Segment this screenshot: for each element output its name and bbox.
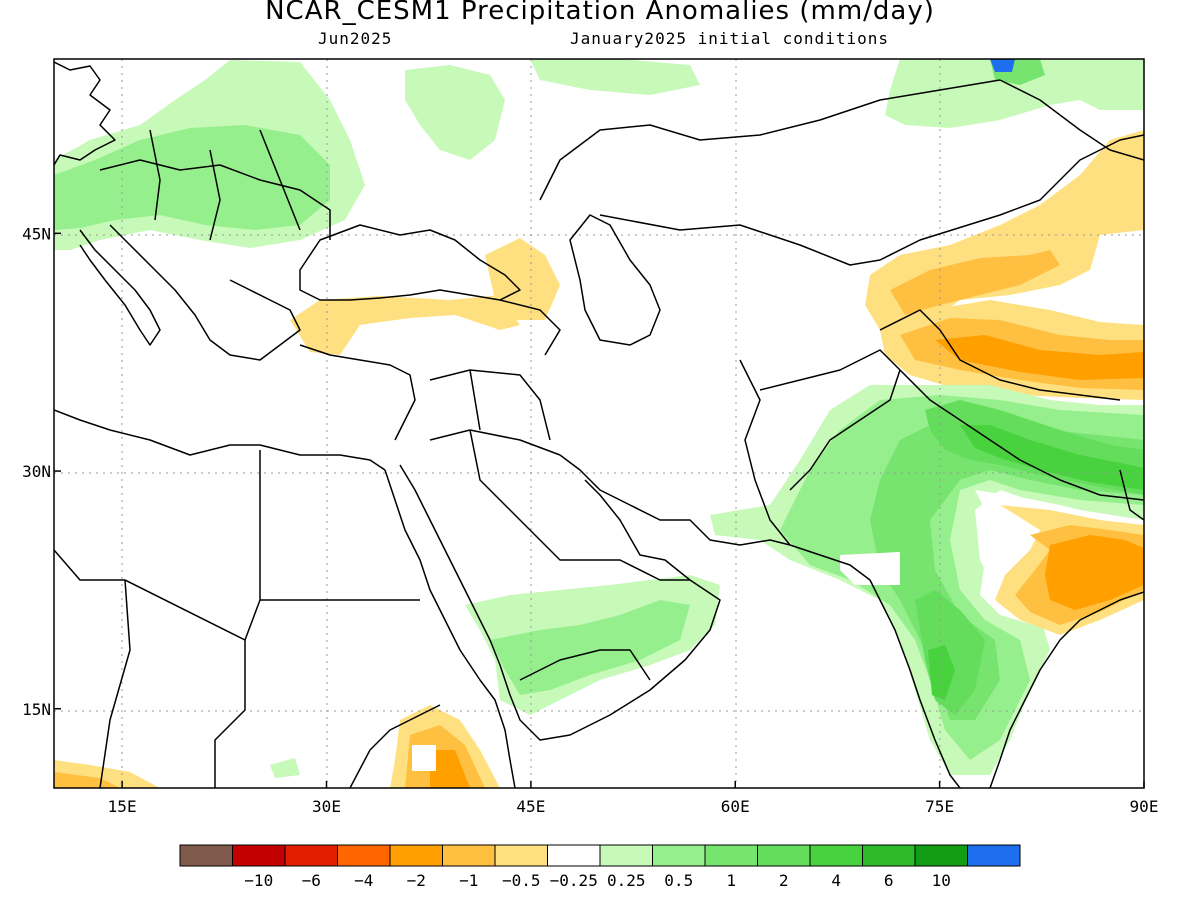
colorbar-swatch <box>809 844 863 867</box>
colorbar-swatch <box>547 844 601 867</box>
colorbar-label: −1 <box>459 871 478 890</box>
colorbar-label: 0.25 <box>607 871 646 890</box>
border-saudi <box>429 429 690 581</box>
border-kazakh <box>599 134 1144 266</box>
anomaly-region-tibet-dry-strong <box>935 335 1144 380</box>
colorbar-label: 10 <box>932 871 951 890</box>
colorbar-label: 0.5 <box>664 871 693 890</box>
anomaly-region-southasia-wet-mid <box>780 395 1144 760</box>
anomaly-region-north-wet <box>530 59 700 95</box>
y-axis-ticks: 45N 30N 15N <box>22 224 61 719</box>
x-tick-label: 75E <box>925 797 954 816</box>
anomaly-region-ethiopia-dry-core <box>430 750 470 788</box>
colorbar-label: 1 <box>726 871 736 890</box>
border-russia-kaz <box>539 79 1001 201</box>
coastline-caspian <box>569 214 661 346</box>
coastline-persian-gulf <box>559 454 791 546</box>
colorbar-swatch <box>652 844 706 867</box>
anomaly-gap-ethiopia <box>412 745 436 771</box>
chart-title: NCAR_CESM1 Precipitation Anomalies (mm/d… <box>265 0 935 26</box>
init-conditions: January2025 initial conditions <box>570 29 889 48</box>
anomaly-region-europe-wet-core <box>54 125 330 230</box>
colorbar-label: −10 <box>244 871 273 890</box>
colorbar-swatch <box>337 844 391 867</box>
coastline-africa-north <box>54 409 386 471</box>
colorbar-swatch <box>914 844 968 867</box>
colorbar-label: 6 <box>884 871 894 890</box>
border-turkey-east <box>499 299 561 356</box>
coastline-india-west <box>789 544 961 788</box>
colorbar-swatch <box>389 844 443 867</box>
colorbar-swatch <box>704 844 758 867</box>
border-china-mongolia <box>999 79 1144 161</box>
anomaly-region-arabia-wet-core <box>490 600 690 695</box>
anomaly-region-tienshan-dry-core <box>890 250 1060 315</box>
colorbar-label: 4 <box>831 871 841 890</box>
anomaly-region-bengal-dry-core <box>1045 535 1144 610</box>
colorbar-swatch <box>442 844 496 867</box>
colorbar-swatch <box>284 844 338 867</box>
colorbar-swatch <box>757 844 811 867</box>
coastline-italy <box>79 229 161 346</box>
colorbar-label: −2 <box>407 871 426 890</box>
coastline-europe-north <box>54 61 116 166</box>
anomaly-region-russia-wet <box>405 65 505 160</box>
coastline-red-sea-west <box>384 469 516 788</box>
x-tick-label: 15E <box>108 797 137 816</box>
colorbar-label: −4 <box>354 871 373 890</box>
colorbar: −10 −6 −4 −2 −1 −0.5 −0.25 0.25 0.5 1 2 4 6 10 <box>179 844 1021 890</box>
anomaly-fill-layer <box>54 59 1144 788</box>
x-tick-label: 90E <box>1130 797 1159 816</box>
coastline-black-sea <box>299 224 521 301</box>
colorbar-label: 2 <box>779 871 789 890</box>
border-egypt-sudan <box>214 450 420 788</box>
anomaly-region-far-north-wet <box>885 59 1144 128</box>
anomaly-region-india-max <box>928 645 955 700</box>
x-tick-label: 30E <box>312 797 341 816</box>
y-tick-label: 45N <box>22 224 51 243</box>
border-india-north <box>899 369 1144 501</box>
colorbar-swatch <box>494 844 548 867</box>
colorbar-label: −6 <box>302 871 321 890</box>
border-europe-2 <box>149 129 301 241</box>
coastline-layer <box>54 61 1144 788</box>
x-tick-label: 60E <box>721 797 750 816</box>
anomaly-region-sudan-wet <box>270 758 300 778</box>
x-tick-label: 45E <box>516 797 545 816</box>
colorbar-swatch <box>967 844 1021 867</box>
colorbar-swatch <box>599 844 653 867</box>
border-ethiopia <box>349 704 441 788</box>
valid-month: Jun2025 <box>318 29 393 48</box>
border-afghanistan <box>759 349 901 491</box>
border-europe-1 <box>99 159 331 240</box>
colorbar-label: −0.5 <box>502 871 541 890</box>
border-myanmar <box>1119 469 1144 521</box>
border-iran-east <box>739 359 791 546</box>
colorbar-label: −0.25 <box>550 871 598 890</box>
border-tibet <box>879 309 1121 401</box>
anomaly-region-himalaya-wet-max <box>960 425 1144 490</box>
anomaly-gap-gujarat <box>840 552 900 585</box>
y-tick-label: 15N <box>22 700 51 719</box>
border-libya <box>54 549 246 788</box>
border-yemen <box>519 649 651 681</box>
grid-lines <box>54 59 1144 788</box>
x-axis-ticks: 15E 30E 45E 60E 75E 90E <box>108 781 1159 816</box>
colorbar-swatch <box>179 844 233 867</box>
map-frame <box>53 58 1145 789</box>
coastline-india-east <box>989 591 1144 788</box>
coastline-turkey-south <box>299 344 416 441</box>
anomaly-region-caucasus-dry <box>485 238 560 320</box>
colorbar-swatch <box>862 844 916 867</box>
anomaly-region-turkey-dry <box>290 295 520 355</box>
border-iraq-syria <box>429 369 551 441</box>
coastline-balkans <box>109 224 301 361</box>
anomaly-region-far-north-blue <box>990 59 1015 72</box>
anomaly-region-sahel-dry-core <box>54 772 120 788</box>
y-tick-label: 30N <box>22 462 51 481</box>
colorbar-swatch <box>232 844 286 867</box>
coastline-red-sea-east <box>399 464 721 741</box>
